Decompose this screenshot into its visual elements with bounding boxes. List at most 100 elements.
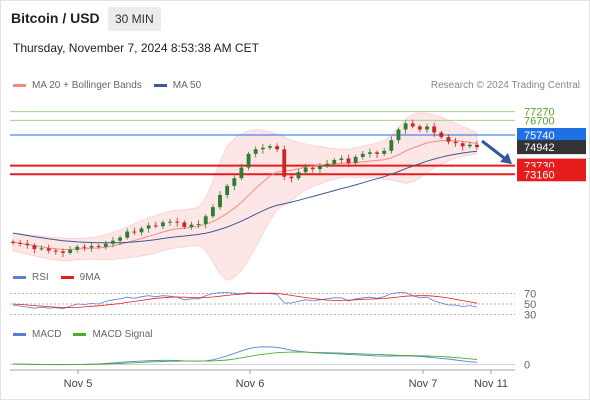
candle-body [325,163,330,167]
candle-body [118,237,123,241]
candle-body [332,159,337,164]
rsi-legend: RSI 9MA [13,272,112,283]
candle-body [460,143,465,147]
legend-swatch-9ma [60,276,74,279]
candle-body [168,221,172,223]
rsi-9ma-line [12,292,478,309]
candle-body [296,172,301,179]
candles-layer [11,119,479,258]
candle-body [389,140,394,151]
macd-panel: 0 [10,346,530,371]
legend-swatch-ma20 [13,84,26,87]
legend-swatch-rsi [13,276,26,279]
level-box-75740 [517,127,586,142]
credit-text: Research © 2024 Trading Central [430,80,580,91]
macd-legend: MACD MACD Signal [13,329,164,340]
rsi-tick-30: 30 [524,309,536,321]
candle-body [103,243,108,247]
level-label-74942: 74942 [524,142,555,154]
candle-body [246,153,251,168]
legend-item-macd: MACD [13,329,61,340]
candle-body [82,246,87,248]
candle-body [425,126,429,130]
legend-label-ma20: MA 20 + Bollinger Bands [32,80,142,91]
candle-body [75,246,80,250]
candle-body [253,149,258,154]
rsi-tick-70: 70 [524,289,536,301]
candle-body [225,185,230,195]
forecast-arrow-head [500,153,512,164]
candle-body [375,152,379,154]
timestamp: Thursday, November 7, 2024 8:53:38 AM CE… [13,41,259,55]
legend-item-ma50: MA 50 [153,80,202,91]
level-label-76700: 76700 [524,115,555,127]
legend-swatch-macd-signal [73,333,87,336]
macd-tick-0: 0 [524,359,530,371]
candle-body [39,248,44,250]
candle-body [32,245,37,250]
x-axis: Nov 5 Nov 6 Nov 7 Nov 11 [10,369,515,390]
level-label-75740: 75740 [524,130,555,142]
level-label-73160: 73160 [524,169,555,181]
ma20-line [12,139,478,250]
instrument-title: Bitcoin / USD [11,10,100,26]
candle-body [210,207,215,217]
forecast-arrow-shaft [481,139,509,163]
candle-body [360,153,365,157]
legend-label-macd: MACD [32,329,62,340]
candle-body [89,246,94,248]
candle-body [282,149,287,177]
rsi-line [12,292,478,310]
chart-header: Bitcoin / USD 30 MIN [0,0,590,36]
ma50-line [12,150,478,244]
legend-label-ma50: MA 50 [172,80,202,91]
candle-body [353,156,358,164]
candle-body [61,251,65,253]
candle-body [339,158,344,160]
candle-body [432,126,437,133]
candle-body [53,250,58,252]
candle-body [396,129,401,141]
candle-body [367,152,372,154]
candle-body [303,167,308,173]
macd-signal-line [12,351,478,366]
main-legend: MA 20 + Bollinger Bands MA 50 [13,80,213,91]
legend-label-rsi: RSI [32,272,49,283]
level-box-73160 [517,167,586,182]
candle-body [289,176,294,179]
level-box-74942 [517,140,586,155]
x-tick-label: Nov 11 [474,378,508,390]
candle-body [446,137,451,142]
legend-label-9ma: 9MA [79,272,101,283]
candle-body [467,144,472,147]
candle-body [68,249,73,253]
candle-body [146,225,151,229]
candle-body [346,158,351,164]
legend-item-ma20: MA 20 + Bollinger Bands [13,80,142,91]
candle-body [189,224,194,227]
legend-label-macd-signal: MACD Signal [92,329,153,340]
bollinger-band-area [12,112,478,281]
legend-swatch-macd [13,333,26,336]
candle-body [260,147,265,150]
candle-body [410,123,415,127]
candle-body [11,241,15,243]
x-tick-label: Nov 7 [409,378,438,390]
candle-body [182,222,187,227]
x-tick-label: Nov 5 [64,378,93,390]
x-tick-label: Nov 6 [236,378,265,390]
candle-body [153,225,158,227]
candle-body [196,223,201,225]
candle-body [175,221,180,223]
candle-body [318,166,322,170]
legend-item-macd-signal: MACD Signal [73,329,152,340]
rsi-tick-50: 50 [524,299,536,311]
candle-body [218,194,222,208]
candle-body [46,248,51,251]
legend-swatch-ma50 [153,84,167,87]
candle-body [139,228,144,233]
candle-body [439,132,444,138]
interval-button[interactable]: 30 MIN [108,7,161,31]
